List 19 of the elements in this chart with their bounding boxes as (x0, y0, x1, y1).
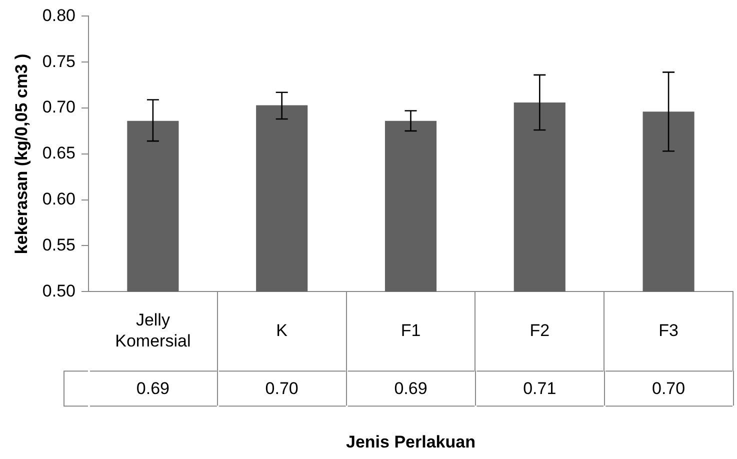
y-tick-label: 0.50 (42, 281, 76, 300)
y-tick-label: 0.65 (42, 144, 76, 163)
x-tick-label: Jelly Komersial (115, 310, 191, 350)
y-tick-label: 0.80 (42, 6, 76, 25)
x-axis-title: Jenis Perlakuan (346, 432, 476, 452)
x-tick-label: K (276, 320, 288, 340)
data-label: 0.70 (652, 378, 686, 398)
data-label: 0.69 (136, 378, 170, 398)
data-label: 0.69 (394, 378, 428, 398)
y-tick-label: 0.60 (42, 189, 76, 208)
x-tick-label: F2 (530, 320, 550, 340)
data-label: 0.70 (265, 378, 298, 398)
data-label: 0.71 (523, 378, 556, 398)
y-axis-title: kekerasan (kg/0,05 cm3 ) (12, 54, 31, 254)
y-tick-label: 0.70 (42, 98, 76, 117)
y-tick-label: 0.55 (42, 235, 76, 254)
x-tick-label: F1 (400, 320, 421, 340)
y-tick-label: 0.75 (42, 52, 76, 71)
x-tick-label: F3 (658, 320, 678, 340)
